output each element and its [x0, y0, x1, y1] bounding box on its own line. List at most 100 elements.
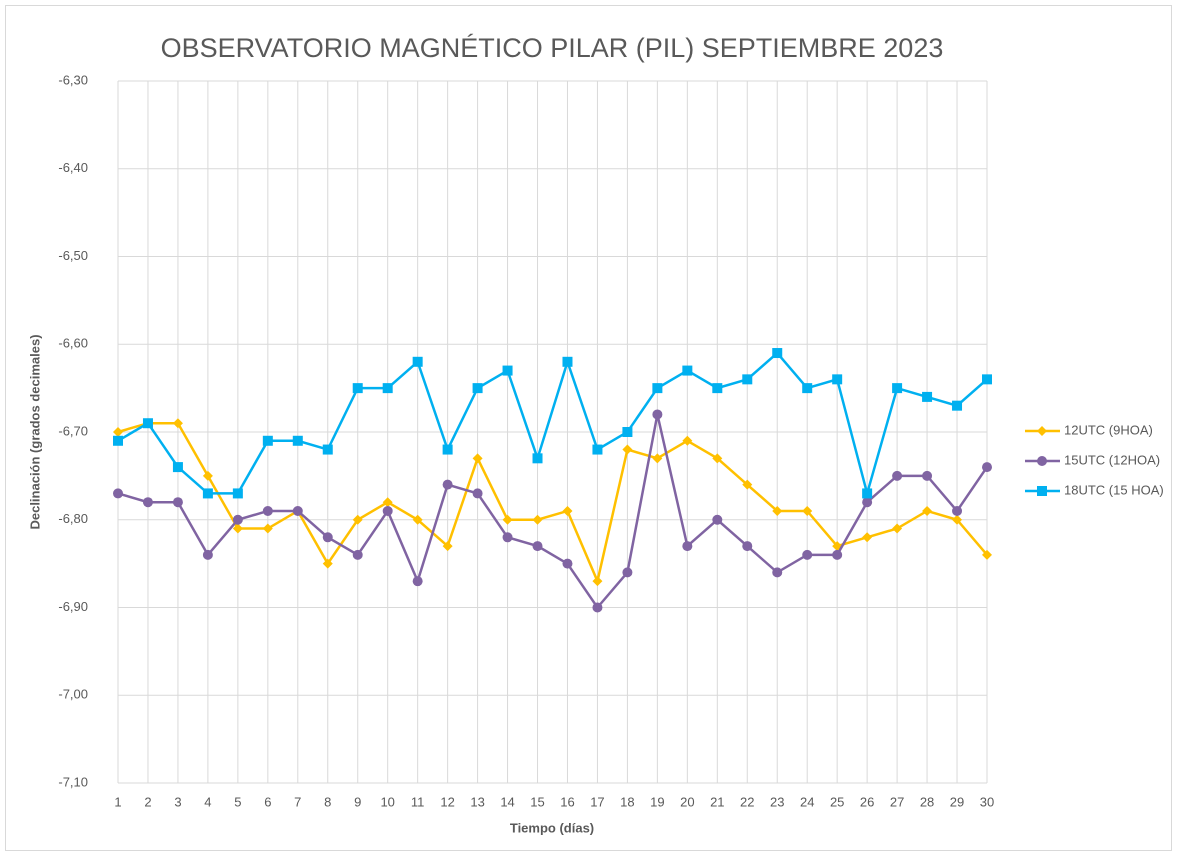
data-point: [892, 383, 903, 394]
data-point: [502, 514, 513, 525]
data-point: [532, 514, 543, 525]
data-point: [322, 532, 333, 543]
data-point: [352, 383, 363, 394]
y-tick-label: -6,80: [58, 511, 88, 526]
data-point: [592, 576, 603, 587]
data-point: [472, 383, 483, 394]
x-tick-label: 27: [890, 794, 904, 809]
x-tick-label: 21: [710, 794, 724, 809]
x-tick-label: 13: [470, 794, 484, 809]
data-point: [652, 409, 663, 420]
data-point: [202, 549, 213, 560]
x-tick-label: 7: [294, 794, 301, 809]
data-point: [412, 576, 423, 587]
data-point: [712, 514, 723, 525]
x-tick-label: 17: [590, 794, 604, 809]
data-point: [682, 435, 693, 446]
y-tick-label: -6,70: [58, 423, 88, 438]
legend-marker: [1037, 426, 1047, 436]
chart-frame: [5, 5, 1172, 851]
y-tick-label: -6,50: [58, 248, 88, 263]
y-tick-label: -7,00: [58, 687, 88, 702]
x-tick-label: 2: [144, 794, 151, 809]
chart-title: OBSERVATORIO MAGNÉTICO PILAR (PIL) SEPTI…: [161, 33, 944, 63]
legend-label: 12UTC (9HOA): [1064, 422, 1153, 437]
data-point: [292, 505, 303, 516]
data-point: [322, 558, 333, 569]
data-point: [292, 435, 303, 446]
data-point: [472, 453, 483, 464]
x-tick-label: 6: [264, 794, 271, 809]
data-point: [562, 505, 573, 516]
x-tick-label: 9: [354, 794, 361, 809]
data-point: [412, 356, 423, 367]
data-point: [952, 505, 963, 516]
x-tick-label: 3: [174, 794, 181, 809]
x-tick-label: 24: [800, 794, 814, 809]
data-point: [232, 488, 243, 499]
data-point: [142, 418, 153, 429]
x-tick-label: 19: [650, 794, 664, 809]
series-line: [117, 351, 988, 499]
data-point: [232, 514, 243, 525]
data-point: [113, 427, 123, 437]
data-point: [113, 488, 123, 499]
series-line: [117, 414, 989, 610]
x-tick-label: 29: [950, 794, 964, 809]
x-tick-label: 8: [324, 794, 331, 809]
data-point: [142, 497, 153, 508]
data-point: [532, 453, 543, 464]
data-point: [922, 470, 933, 481]
y-tick-label: -7,10: [58, 774, 88, 789]
x-tick-label: 10: [380, 794, 394, 809]
data-point: [382, 497, 393, 508]
data-point: [202, 470, 213, 481]
x-tick-label: 23: [770, 794, 784, 809]
data-point: [742, 374, 753, 385]
data-point: [862, 488, 873, 499]
data-point: [802, 505, 813, 516]
legend-label: 18UTC (15 HOA): [1064, 482, 1164, 497]
data-point: [412, 514, 423, 525]
x-tick-label: 22: [740, 794, 754, 809]
x-tick-label: 20: [680, 794, 694, 809]
data-point: [442, 541, 453, 552]
data-point: [652, 383, 663, 394]
data-point: [652, 453, 663, 464]
y-axis-label: Declinación (grados decimales): [27, 334, 42, 529]
data-point: [682, 541, 693, 552]
data-point: [832, 374, 843, 385]
x-tick-label: 14: [500, 794, 514, 809]
data-point: [862, 532, 873, 543]
data-point: [742, 479, 753, 490]
data-point: [922, 391, 933, 402]
data-point: [892, 470, 903, 481]
data-point: [532, 541, 543, 552]
data-point: [982, 374, 992, 385]
data-point: [502, 365, 513, 376]
x-tick-label: 28: [920, 794, 934, 809]
x-tick-label: 15: [530, 794, 544, 809]
data-point: [832, 549, 843, 560]
y-tick-label: -6,60: [58, 336, 88, 351]
data-point: [172, 462, 183, 473]
data-point: [442, 444, 453, 455]
data-point: [382, 505, 393, 516]
y-tick-label: -6,30: [58, 72, 88, 87]
data-point: [922, 505, 933, 516]
x-tick-label: 12: [440, 794, 454, 809]
x-tick-label: 4: [204, 794, 211, 809]
data-point: [262, 435, 273, 446]
legend-marker: [1037, 456, 1047, 466]
data-point: [802, 383, 813, 394]
data-point: [982, 462, 992, 473]
data-point: [502, 532, 513, 543]
y-tick-label: -6,40: [58, 160, 88, 175]
x-tick-label: 30: [980, 794, 994, 809]
data-point: [352, 514, 363, 525]
data-point: [262, 523, 273, 534]
data-point: [232, 523, 243, 534]
data-point: [172, 497, 183, 508]
x-tick-label: 26: [860, 794, 874, 809]
